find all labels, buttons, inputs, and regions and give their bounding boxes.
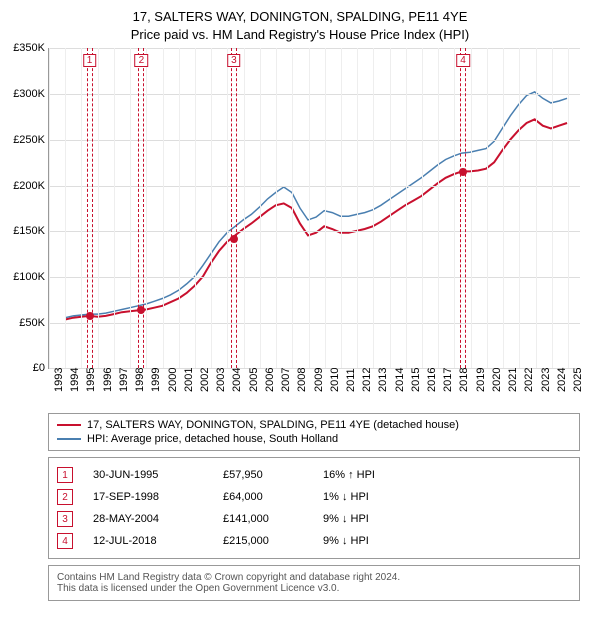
tx-date: 17-SEP-1998	[93, 491, 203, 503]
legend: 17, SALTERS WAY, DONINGTON, SPALDING, PE…	[48, 413, 580, 451]
tx-date: 28-MAY-2004	[93, 513, 203, 525]
transactions-table: 1 30-JUN-1995 £57,950 16% ↑ HPI 2 17-SEP-1998…	[48, 457, 580, 559]
x-axis-label: 2017	[442, 368, 454, 392]
marker-number: 2	[135, 54, 149, 67]
x-axis-label: 2011	[345, 369, 357, 393]
x-axis-label: 1996	[102, 368, 114, 392]
transaction-marker	[231, 48, 237, 368]
transaction-row: 4 12-JUL-2018 £215,000 9% ↓ HPI	[57, 530, 571, 552]
transaction-marker	[460, 48, 466, 368]
footer-line-2: This data is licensed under the Open Gov…	[57, 583, 571, 594]
x-axis-label: 1999	[150, 368, 162, 392]
chart-container: 17, SALTERS WAY, DONINGTON, SPALDING, PE…	[0, 0, 600, 601]
legend-swatch	[57, 424, 81, 426]
x-axis-label: 2025	[572, 368, 584, 392]
y-axis-label: £350K	[1, 42, 45, 54]
y-axis-label: £150K	[1, 225, 45, 237]
price-point	[86, 312, 94, 320]
x-axis-label: 1993	[53, 368, 65, 392]
x-axis-label: 2020	[491, 368, 503, 392]
y-axis-label: £200K	[1, 180, 45, 192]
transaction-row: 2 17-SEP-1998 £64,000 1% ↓ HPI	[57, 486, 571, 508]
x-axis-label: 1998	[134, 368, 146, 392]
legend-item: HPI: Average price, detached house, Sout…	[57, 432, 571, 446]
x-axis-label: 2006	[264, 368, 276, 392]
footer-line-1: Contains HM Land Registry data © Crown c…	[57, 572, 571, 583]
x-axis-label: 2019	[475, 368, 487, 392]
x-axis-label: 1994	[69, 368, 81, 392]
legend-item: 17, SALTERS WAY, DONINGTON, SPALDING, PE…	[57, 418, 571, 432]
tx-price: £141,000	[223, 513, 303, 525]
x-axis-label: 2005	[248, 368, 260, 392]
x-axis-label: 2016	[426, 368, 438, 392]
footer: Contains HM Land Registry data © Crown c…	[48, 565, 580, 601]
y-axis-label: £100K	[1, 271, 45, 283]
tx-price: £64,000	[223, 491, 303, 503]
transaction-marker	[138, 48, 144, 368]
tx-price: £215,000	[223, 535, 303, 547]
x-axis-label: 2000	[167, 368, 179, 392]
tx-date: 12-JUL-2018	[93, 535, 203, 547]
price-point	[459, 168, 467, 176]
legend-label: 17, SALTERS WAY, DONINGTON, SPALDING, PE…	[87, 419, 459, 431]
x-axis-label: 2004	[231, 368, 243, 392]
y-axis-label: £250K	[1, 134, 45, 146]
tx-number: 1	[57, 467, 73, 483]
chart-title-block: 17, SALTERS WAY, DONINGTON, SPALDING, PE…	[0, 0, 600, 48]
x-axis-label: 2022	[523, 368, 535, 392]
x-axis-label: 1997	[118, 368, 130, 392]
tx-price: £57,950	[223, 469, 303, 481]
x-axis-label: 2015	[410, 368, 422, 392]
marker-number: 1	[83, 54, 97, 67]
x-axis-label: 2002	[199, 368, 211, 392]
chart-svg	[49, 48, 580, 368]
marker-number: 4	[456, 54, 470, 67]
tx-number: 2	[57, 489, 73, 505]
y-axis-label: £50K	[1, 317, 45, 329]
y-axis-label: £0	[1, 362, 45, 374]
tx-pct: 9% ↓ HPI	[323, 513, 423, 525]
y-axis-label: £300K	[1, 88, 45, 100]
tx-date: 30-JUN-1995	[93, 469, 203, 481]
x-axis-label: 2009	[313, 368, 325, 392]
x-axis-label: 2003	[215, 368, 227, 392]
x-axis-label: 1995	[85, 368, 97, 392]
marker-number: 3	[227, 54, 241, 67]
x-axis-label: 2012	[361, 368, 373, 392]
tx-number: 3	[57, 511, 73, 527]
price-point	[230, 235, 238, 243]
title-line-1: 17, SALTERS WAY, DONINGTON, SPALDING, PE…	[0, 8, 600, 26]
transaction-row: 3 28-MAY-2004 £141,000 9% ↓ HPI	[57, 508, 571, 530]
x-axis-label: 2013	[377, 368, 389, 392]
x-axis-label: 2008	[296, 368, 308, 392]
transaction-marker	[87, 48, 93, 368]
legend-label: HPI: Average price, detached house, Sout…	[87, 433, 338, 445]
x-axis-label: 2023	[540, 368, 552, 392]
x-axis-label: 2021	[507, 368, 519, 392]
tx-pct: 9% ↓ HPI	[323, 535, 423, 547]
plot-area: £0£50K£100K£150K£200K£250K£300K£350K1993…	[48, 48, 580, 369]
legend-swatch	[57, 438, 81, 440]
x-axis-label: 2014	[394, 368, 406, 392]
tx-pct: 1% ↓ HPI	[323, 491, 423, 503]
x-axis-label: 2001	[183, 368, 195, 392]
x-axis-label: 2010	[329, 368, 341, 392]
price-point	[137, 306, 145, 314]
title-line-2: Price paid vs. HM Land Registry's House …	[0, 26, 600, 44]
transaction-row: 1 30-JUN-1995 £57,950 16% ↑ HPI	[57, 464, 571, 486]
x-axis-label: 2018	[458, 368, 470, 392]
tx-number: 4	[57, 533, 73, 549]
tx-pct: 16% ↑ HPI	[323, 469, 423, 481]
x-axis-label: 2007	[280, 368, 292, 392]
x-axis-label: 2024	[556, 368, 568, 392]
